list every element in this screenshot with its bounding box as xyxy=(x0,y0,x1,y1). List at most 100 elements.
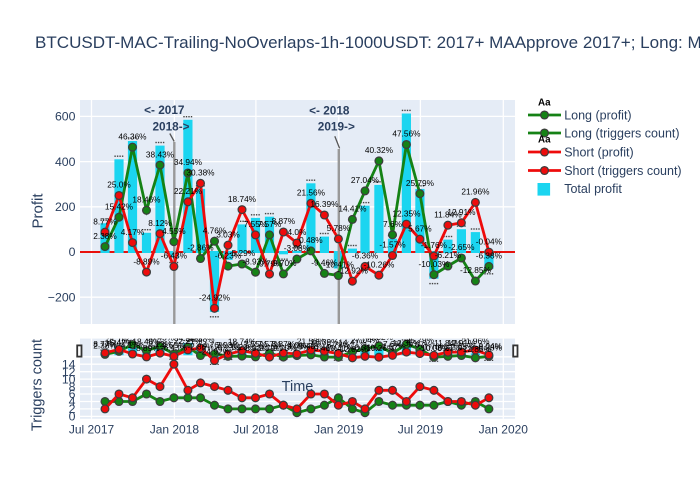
svg-text:Jan 2019: Jan 2019 xyxy=(314,423,364,437)
svg-text:25.0%: 25.0% xyxy=(107,335,131,345)
svg-text:7.57%: 7.57% xyxy=(258,219,282,229)
svg-text:4.0%: 4.0% xyxy=(287,340,307,350)
svg-text:-6.21%: -6.21% xyxy=(435,250,462,260)
svg-text:8.87%: 8.87% xyxy=(272,339,296,349)
svg-text:40.32%: 40.32% xyxy=(365,332,394,342)
svg-text:8.87%: 8.87% xyxy=(272,216,296,226)
svg-text:2: 2 xyxy=(69,402,76,416)
svg-text:Jul 2017: Jul 2017 xyxy=(69,423,115,437)
svg-text:25.79%: 25.79% xyxy=(406,178,435,188)
svg-text:-2.65%: -2.65% xyxy=(448,242,475,252)
svg-text:3.03%: 3.03% xyxy=(216,340,240,350)
svg-text:BTCUSDT-MAC-Trailing-NoOverlap: BTCUSDT-MAC-Trailing-NoOverlaps-1h-1000U… xyxy=(35,33,700,52)
svg-text:-10.26%: -10.26% xyxy=(363,343,395,353)
svg-text:−200: −200 xyxy=(48,290,76,304)
svg-text:2.38%: 2.38% xyxy=(93,231,117,241)
svg-text:-10.41%: -10.41% xyxy=(323,343,355,353)
svg-text:-6.43%: -6.43% xyxy=(161,251,188,261)
svg-text:4.55%: 4.55% xyxy=(162,340,186,350)
svg-text:5.67%: 5.67% xyxy=(408,223,432,233)
svg-text:-24.92%: -24.92% xyxy=(199,347,231,357)
svg-text:46.36%: 46.36% xyxy=(118,331,147,341)
svg-text:200: 200 xyxy=(55,200,76,214)
svg-text:-10.03%: -10.03% xyxy=(418,259,450,269)
svg-text:4.17%: 4.17% xyxy=(121,227,145,237)
svg-text:Profit: Profit xyxy=(29,193,46,229)
svg-text:Time: Time xyxy=(282,379,314,395)
svg-text:30.38%: 30.38% xyxy=(186,168,215,178)
svg-text:-8.89%: -8.89% xyxy=(133,256,160,266)
svg-text:47.56%: 47.56% xyxy=(392,330,421,340)
svg-text:Short (triggers count): Short (triggers count) xyxy=(564,164,681,178)
svg-text:2019->: 2019-> xyxy=(318,120,355,134)
svg-text:0.48%: 0.48% xyxy=(299,235,323,245)
svg-text:-12.92%: -12.92% xyxy=(337,344,369,354)
svg-text:25.0%: 25.0% xyxy=(107,180,131,190)
svg-text:22.21%: 22.21% xyxy=(174,336,203,346)
svg-text:15.42%: 15.42% xyxy=(105,337,134,347)
svg-text:12.35%: 12.35% xyxy=(392,208,421,218)
svg-text:7.55%: 7.55% xyxy=(244,339,268,349)
svg-text:5.78%: 5.78% xyxy=(327,223,351,233)
svg-text:4.76%: 4.76% xyxy=(203,225,227,235)
svg-text:14: 14 xyxy=(62,357,76,371)
svg-text:4.55%: 4.55% xyxy=(162,226,186,236)
svg-text:6: 6 xyxy=(69,387,76,401)
svg-text:-2.86%: -2.86% xyxy=(187,342,214,352)
svg-text:4: 4 xyxy=(69,395,76,409)
svg-text:-6.36%: -6.36% xyxy=(352,342,379,352)
svg-text:8.77%: 8.77% xyxy=(93,216,117,226)
svg-text:-12.85%: -12.85% xyxy=(460,344,492,354)
svg-text:11.84%: 11.84% xyxy=(434,338,462,348)
svg-text:38.43%: 38.43% xyxy=(146,332,175,342)
svg-text:8.12%: 8.12% xyxy=(148,218,172,228)
svg-text:21.96%: 21.96% xyxy=(461,187,490,197)
svg-text:Jul 2018: Jul 2018 xyxy=(233,423,279,437)
svg-text:12.91%: 12.91% xyxy=(447,207,476,217)
svg-text:5.78%: 5.78% xyxy=(327,340,351,350)
svg-text:21.56%: 21.56% xyxy=(297,188,326,198)
svg-text:-12.85%: -12.85% xyxy=(460,265,492,275)
svg-text:4.76%: 4.76% xyxy=(203,340,227,350)
svg-text:-6.23%: -6.23% xyxy=(215,250,242,260)
svg-text:0.48%: 0.48% xyxy=(299,341,323,351)
svg-text:-1.57%: -1.57% xyxy=(379,341,406,351)
svg-text:-10.41%: -10.41% xyxy=(323,260,355,270)
svg-text:38.43%: 38.43% xyxy=(146,149,175,159)
svg-text:0: 0 xyxy=(69,410,76,424)
svg-text:Aa: Aa xyxy=(538,98,551,109)
svg-text:-1.76%: -1.76% xyxy=(421,341,448,351)
svg-text:-8.93%: -8.93% xyxy=(242,256,269,266)
svg-text:34.94%: 34.94% xyxy=(174,333,203,343)
svg-text:25.79%: 25.79% xyxy=(406,335,435,345)
svg-text:12.91%: 12.91% xyxy=(447,338,476,348)
svg-text:-6.38%: -6.38% xyxy=(476,251,503,261)
svg-text:46.36%: 46.36% xyxy=(118,131,147,141)
svg-text:Jan 2020: Jan 2020 xyxy=(479,423,529,437)
svg-text:-12.92%: -12.92% xyxy=(337,265,369,275)
svg-text:-0.04%: -0.04% xyxy=(476,341,503,351)
svg-text:Short (profit): Short (profit) xyxy=(564,146,633,160)
svg-text:34.94%: 34.94% xyxy=(174,157,203,167)
svg-text:15.42%: 15.42% xyxy=(105,201,134,211)
svg-text:11.84%: 11.84% xyxy=(434,209,462,219)
svg-text:18.74%: 18.74% xyxy=(228,337,257,347)
svg-text:21.96%: 21.96% xyxy=(461,336,490,346)
svg-text:30.38%: 30.38% xyxy=(186,334,215,344)
svg-text:14.41%: 14.41% xyxy=(338,338,367,348)
svg-text:<- 2017: <- 2017 xyxy=(144,103,185,117)
svg-text:2018->: 2018-> xyxy=(152,120,189,134)
svg-text:<- 2018: <- 2018 xyxy=(309,103,350,117)
svg-text:16.39%: 16.39% xyxy=(310,337,339,347)
svg-text:-8.89%: -8.89% xyxy=(133,343,160,353)
svg-text:7.6%: 7.6% xyxy=(383,219,403,229)
svg-text:-9.79%: -9.79% xyxy=(256,258,283,268)
svg-text:21.56%: 21.56% xyxy=(297,336,326,346)
svg-text:-8.93%: -8.93% xyxy=(242,343,269,353)
svg-text:2.38%: 2.38% xyxy=(93,340,117,350)
svg-text:18.46%: 18.46% xyxy=(132,337,161,347)
svg-text:-3.08%: -3.08% xyxy=(284,243,311,253)
svg-text:-6.43%: -6.43% xyxy=(161,342,188,352)
svg-text:Long (profit): Long (profit) xyxy=(564,109,631,123)
svg-text:-1.76%: -1.76% xyxy=(421,240,448,250)
